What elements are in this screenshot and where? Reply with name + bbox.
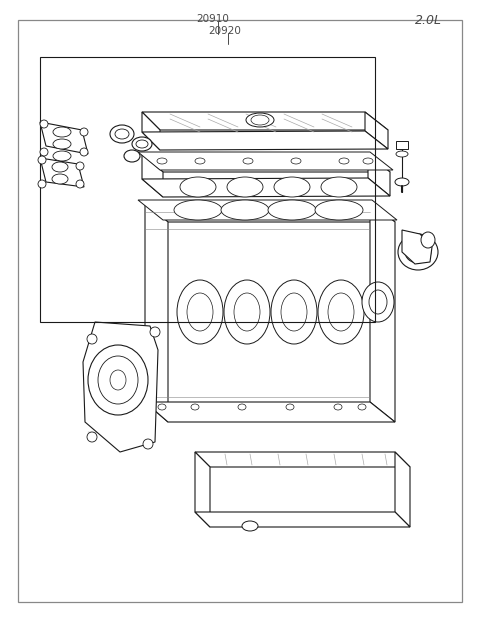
Polygon shape (368, 154, 390, 196)
Polygon shape (142, 112, 160, 150)
Ellipse shape (271, 280, 317, 344)
Ellipse shape (227, 177, 263, 197)
Ellipse shape (363, 158, 373, 164)
Ellipse shape (157, 158, 167, 164)
Ellipse shape (53, 139, 71, 149)
Ellipse shape (87, 432, 97, 442)
Ellipse shape (286, 404, 294, 410)
Ellipse shape (268, 200, 316, 220)
Ellipse shape (412, 247, 424, 257)
Bar (40, 57, 375, 322)
Ellipse shape (224, 280, 270, 344)
Polygon shape (365, 112, 388, 149)
Ellipse shape (76, 162, 84, 170)
Ellipse shape (187, 293, 213, 331)
Polygon shape (83, 322, 158, 452)
Polygon shape (145, 202, 168, 422)
Polygon shape (138, 200, 397, 220)
Ellipse shape (251, 115, 269, 125)
Ellipse shape (177, 280, 223, 344)
Ellipse shape (221, 200, 269, 220)
Ellipse shape (191, 404, 199, 410)
Ellipse shape (281, 293, 307, 331)
Ellipse shape (53, 127, 71, 137)
Ellipse shape (334, 404, 342, 410)
Ellipse shape (38, 180, 46, 188)
Ellipse shape (242, 521, 258, 531)
Ellipse shape (88, 345, 148, 415)
Ellipse shape (136, 140, 148, 148)
Ellipse shape (328, 293, 354, 331)
Polygon shape (195, 512, 410, 527)
Polygon shape (142, 154, 390, 172)
Ellipse shape (405, 241, 431, 263)
Polygon shape (138, 152, 393, 170)
Ellipse shape (110, 370, 126, 390)
Polygon shape (195, 452, 210, 527)
Ellipse shape (143, 439, 153, 449)
Ellipse shape (339, 158, 349, 164)
Ellipse shape (180, 177, 216, 197)
Ellipse shape (52, 162, 68, 172)
Ellipse shape (369, 290, 387, 314)
Polygon shape (40, 158, 84, 187)
Ellipse shape (52, 174, 68, 184)
Ellipse shape (274, 177, 310, 197)
Ellipse shape (40, 148, 48, 156)
Ellipse shape (243, 158, 253, 164)
Ellipse shape (362, 282, 394, 322)
Ellipse shape (246, 113, 274, 127)
Ellipse shape (158, 404, 166, 410)
Polygon shape (142, 178, 390, 197)
Polygon shape (142, 112, 388, 130)
Ellipse shape (234, 293, 260, 331)
Polygon shape (395, 452, 410, 527)
Bar (396, 141, 408, 149)
Polygon shape (142, 131, 388, 150)
Polygon shape (145, 402, 395, 422)
Ellipse shape (421, 232, 435, 248)
Ellipse shape (115, 129, 129, 139)
Ellipse shape (110, 125, 134, 143)
Ellipse shape (132, 137, 152, 151)
Ellipse shape (291, 158, 301, 164)
Ellipse shape (76, 180, 84, 188)
Ellipse shape (395, 178, 409, 186)
Ellipse shape (396, 151, 408, 157)
Ellipse shape (238, 404, 246, 410)
Ellipse shape (87, 334, 97, 344)
Polygon shape (40, 122, 88, 154)
Polygon shape (402, 230, 432, 264)
Ellipse shape (38, 156, 46, 164)
Polygon shape (195, 452, 410, 467)
Ellipse shape (150, 327, 160, 337)
Text: 20920: 20920 (208, 26, 241, 36)
Text: 20910: 20910 (196, 14, 229, 24)
Polygon shape (145, 202, 395, 222)
Ellipse shape (80, 128, 88, 136)
Polygon shape (142, 154, 163, 197)
Ellipse shape (53, 151, 71, 161)
Ellipse shape (80, 148, 88, 156)
Ellipse shape (98, 356, 138, 404)
Ellipse shape (195, 158, 205, 164)
Ellipse shape (124, 150, 140, 162)
Ellipse shape (318, 280, 364, 344)
Text: 2.0L: 2.0L (415, 14, 442, 27)
Ellipse shape (398, 234, 438, 270)
Ellipse shape (321, 177, 357, 197)
Polygon shape (370, 202, 395, 422)
Ellipse shape (358, 404, 366, 410)
Ellipse shape (315, 200, 363, 220)
Ellipse shape (174, 200, 222, 220)
Ellipse shape (40, 120, 48, 128)
